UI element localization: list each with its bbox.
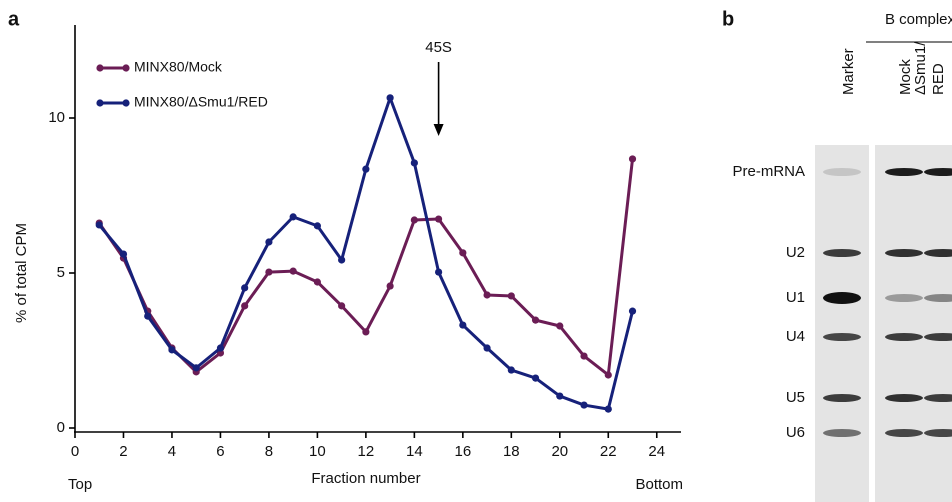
y-tick-label: 10 (48, 109, 65, 126)
data-point (483, 291, 490, 298)
data-point (532, 374, 539, 381)
x-tick-label: 18 (503, 443, 520, 460)
legend-marker (122, 99, 129, 106)
data-point (411, 216, 418, 223)
data-point (556, 322, 563, 329)
band-label: U6 (786, 424, 805, 441)
panel-label: b (722, 8, 734, 30)
x-tick-label: 2 (119, 443, 127, 460)
legend-marker (96, 99, 103, 106)
data-point (556, 392, 563, 399)
annotation-arrowhead (434, 124, 444, 136)
band-label: U4 (786, 328, 805, 345)
gel-band (823, 333, 861, 341)
x-axis-label: Fraction number (311, 470, 420, 487)
band-label: U2 (786, 244, 805, 261)
gel-lane (875, 145, 952, 502)
panel-label: a (8, 8, 20, 30)
data-point (411, 159, 418, 166)
x-tick-label: 20 (551, 443, 568, 460)
x-tick-label: 0 (71, 443, 79, 460)
legend-marker (122, 64, 129, 71)
data-point (629, 155, 636, 162)
band-label: U1 (786, 289, 805, 306)
x-tick-label: 14 (406, 443, 423, 460)
data-point (96, 221, 103, 228)
data-point (483, 344, 490, 351)
lane-label: Marker (840, 48, 857, 95)
data-point (435, 215, 442, 222)
x-tick-label: 22 (600, 443, 617, 460)
gel-band (885, 168, 923, 176)
legend-marker (96, 64, 103, 71)
gel-band (823, 168, 861, 176)
data-point (120, 250, 127, 257)
page: {"chart_data": {"type": "line", "panel_l… (0, 0, 952, 502)
data-point (580, 352, 587, 359)
data-point (168, 346, 175, 353)
y-tick-label: 0 (57, 419, 65, 436)
gel-band (885, 429, 923, 437)
data-point (144, 312, 151, 319)
gel-band (823, 429, 861, 437)
data-point (580, 401, 587, 408)
band-label: U5 (786, 389, 805, 406)
data-point (459, 321, 466, 328)
y-axis-label: % of total CPM (13, 223, 30, 323)
data-point (362, 328, 369, 335)
y-tick-label: 5 (57, 264, 65, 281)
data-point (508, 366, 515, 373)
data-point (387, 94, 394, 101)
annotation: 45S (425, 39, 452, 56)
data-point (314, 222, 321, 229)
x-end-label: Bottom (635, 476, 683, 493)
data-point (265, 238, 272, 245)
series-line (99, 98, 632, 409)
legend-label: MINX80/ΔSmu1/RED (134, 94, 268, 110)
gel-band (885, 333, 923, 341)
x-tick-label: 16 (454, 443, 471, 460)
series-line (99, 159, 632, 375)
data-point (532, 317, 539, 324)
gel-band (823, 249, 861, 257)
legend-label: MINX80/Mock (134, 59, 223, 75)
data-point (217, 344, 224, 351)
data-point (459, 249, 466, 256)
group-label: B complex (885, 11, 952, 28)
data-point (265, 268, 272, 275)
data-point (435, 268, 442, 275)
data-point (241, 302, 248, 309)
gel-band (823, 394, 861, 402)
x-tick-label: 24 (648, 443, 665, 460)
data-point (387, 282, 394, 289)
gel-band (885, 249, 923, 257)
gel-band (885, 394, 923, 402)
data-point (193, 364, 200, 371)
band-label: Pre-mRNA (732, 163, 805, 180)
figure: a b Fraction number % of total CPM Top B… (0, 0, 952, 502)
data-point (605, 371, 612, 378)
lane-label: RED (930, 63, 947, 95)
data-point (314, 278, 321, 285)
data-point (241, 284, 248, 291)
data-point (508, 292, 515, 299)
gel-lane (815, 145, 869, 502)
x-tick-label: 6 (216, 443, 224, 460)
x-start-label: Top (68, 476, 92, 493)
data-point (338, 302, 345, 309)
lane-label: ΔSmu1/ (912, 41, 929, 95)
data-point (290, 268, 297, 275)
data-point (629, 308, 636, 315)
data-point (338, 256, 345, 263)
x-tick-label: 8 (265, 443, 273, 460)
data-point (290, 213, 297, 220)
x-tick-label: 12 (358, 443, 375, 460)
x-tick-label: 4 (168, 443, 176, 460)
data-point (605, 405, 612, 412)
gel-band (885, 294, 923, 302)
gel-band (823, 292, 861, 304)
x-tick-label: 10 (309, 443, 326, 460)
data-point (362, 166, 369, 173)
